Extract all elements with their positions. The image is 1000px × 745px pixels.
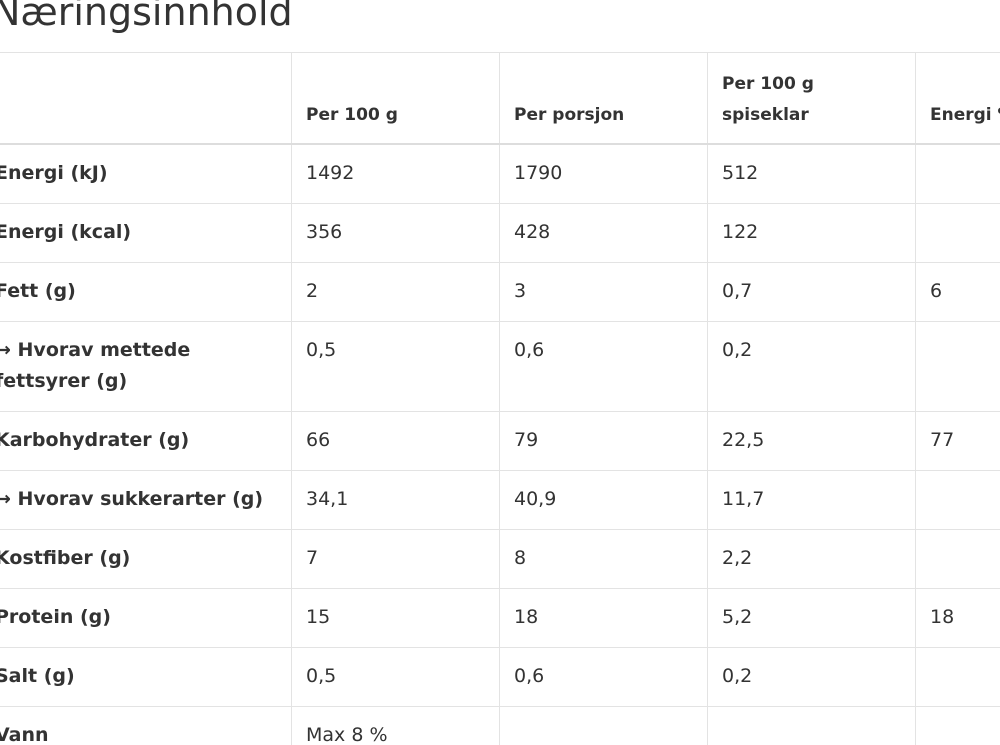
cell-per-100g-ready: 5,2 xyxy=(707,588,916,648)
row-label: Energi (kJ) xyxy=(0,143,292,204)
cell-per-100g-ready: 122 xyxy=(707,203,916,263)
cell-energy-pct xyxy=(915,203,1000,263)
cell-per-portion: 79 xyxy=(499,411,708,471)
cell-energy-pct xyxy=(915,470,1000,530)
nutrition-table: Per 100 g Per porsjon Per 100 g spisekla… xyxy=(0,52,1000,745)
cell-per-portion xyxy=(499,706,708,745)
cell-per-portion: 428 xyxy=(499,203,708,263)
header-cell-per-100g-ready: Per 100 g spiseklar xyxy=(707,52,916,145)
cell-per-100g: 0,5 xyxy=(291,321,500,412)
cell-per-100g: 34,1 xyxy=(291,470,500,530)
cell-energy-pct xyxy=(915,647,1000,707)
row-label: → Hvorav sukkerarter (g) xyxy=(0,470,292,530)
table-row: Karbohydrater (g) 66 79 22,5 77 xyxy=(0,411,1000,471)
cell-energy-pct xyxy=(915,143,1000,204)
cell-per-100g: 15 xyxy=(291,588,500,648)
table-row: Salt (g) 0,5 0,6 0,2 xyxy=(0,647,1000,707)
cell-energy-pct: 6 xyxy=(915,262,1000,322)
row-label: → Hvorav mettede fettsyrer (g) xyxy=(0,321,292,412)
cell-per-100g: 0,5 xyxy=(291,647,500,707)
cell-per-100g: 7 xyxy=(291,529,500,589)
header-row: Per 100 g Per porsjon Per 100 g spisekla… xyxy=(0,52,1000,145)
cell-per-portion: 18 xyxy=(499,588,708,648)
table-row: Fett (g) 2 3 0,7 6 xyxy=(0,262,1000,322)
row-label: Salt (g) xyxy=(0,647,292,707)
cell-per-portion: 3 xyxy=(499,262,708,322)
cell-per-portion: 0,6 xyxy=(499,321,708,412)
table-row: Energi (kcal) 356 428 122 xyxy=(0,203,1000,263)
table-row: Protein (g) 15 18 5,2 18 xyxy=(0,588,1000,648)
row-label: Fett (g) xyxy=(0,262,292,322)
cell-per-100g-ready: 0,2 xyxy=(707,647,916,707)
cell-energy-pct xyxy=(915,321,1000,412)
cell-energy-pct xyxy=(915,706,1000,745)
row-label: Protein (g) xyxy=(0,588,292,648)
cell-energy-pct: 77 xyxy=(915,411,1000,471)
cell-per-100g: Max 8 % xyxy=(291,706,500,745)
cell-per-100g-ready: 11,7 xyxy=(707,470,916,530)
cell-per-100g: 2 xyxy=(291,262,500,322)
table-row: Kostfiber (g) 7 8 2,2 xyxy=(0,529,1000,589)
header-cell-nutrient xyxy=(0,52,292,145)
cell-energy-pct xyxy=(915,529,1000,589)
row-label: Kostfiber (g) xyxy=(0,529,292,589)
cell-per-100g-ready: 2,2 xyxy=(707,529,916,589)
cell-per-100g-ready: 0,7 xyxy=(707,262,916,322)
header-cell-energy-pct: Energi % xyxy=(915,52,1000,145)
cell-per-portion: 0,6 xyxy=(499,647,708,707)
page-title: Næringsinnhold xyxy=(0,0,293,34)
header-cell-per-100g: Per 100 g xyxy=(291,52,500,145)
cell-per-100g-ready: 0,2 xyxy=(707,321,916,412)
cell-energy-pct: 18 xyxy=(915,588,1000,648)
table-body: Energi (kJ) 1492 1790 512 Energi (kcal) … xyxy=(0,143,1000,745)
row-label: Karbohydrater (g) xyxy=(0,411,292,471)
header-cell-per-portion: Per porsjon xyxy=(499,52,708,145)
table-row: Vann Max 8 % xyxy=(0,706,1000,745)
row-label: Energi (kcal) xyxy=(0,203,292,263)
row-label: Vann xyxy=(0,706,292,745)
table-row: → Hvorav sukkerarter (g) 34,1 40,9 11,7 xyxy=(0,470,1000,530)
table-header: Per 100 g Per porsjon Per 100 g spisekla… xyxy=(0,52,1000,145)
cell-per-100g: 356 xyxy=(291,203,500,263)
cell-per-100g: 1492 xyxy=(291,143,500,204)
cell-per-100g: 66 xyxy=(291,411,500,471)
table-row: Energi (kJ) 1492 1790 512 xyxy=(0,143,1000,204)
cell-per-portion: 40,9 xyxy=(499,470,708,530)
cell-per-100g-ready: 22,5 xyxy=(707,411,916,471)
cell-per-100g-ready xyxy=(707,706,916,745)
cell-per-portion: 8 xyxy=(499,529,708,589)
cell-per-100g-ready: 512 xyxy=(707,143,916,204)
cell-per-portion: 1790 xyxy=(499,143,708,204)
table-row: → Hvorav mettede fettsyrer (g) 0,5 0,6 0… xyxy=(0,321,1000,412)
